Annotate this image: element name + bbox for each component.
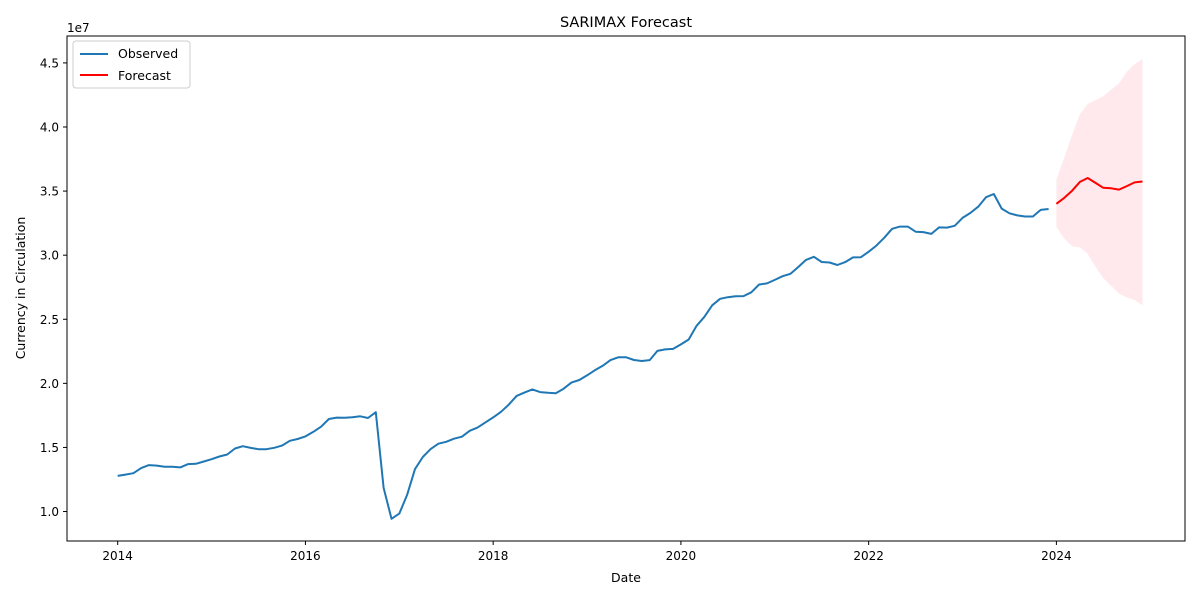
y-axis-ticks: 1.0 1.5 2.0 2.5 3.0 3.5 4.0 4.5 (40, 56, 67, 519)
legend-box (72, 40, 191, 89)
y-axis-offset-label: 1e7 (67, 21, 90, 35)
x-tick-label: 2024 (1041, 549, 1072, 563)
y-tick-label: 2.5 (40, 313, 59, 327)
y-axis-label: Currency in Circulation (13, 217, 28, 360)
x-axis-ticks: 2014 2016 2018 2020 2022 2024 (102, 541, 1072, 563)
legend: Observed Forecast (72, 40, 191, 89)
observed-line (117, 193, 1049, 520)
plot-frame (66, 35, 1186, 542)
forecast-confidence-band (1056, 59, 1143, 306)
y-tick-label: 4.0 (40, 121, 59, 135)
y-tick-label: 3.5 (40, 185, 59, 199)
forecast-line (1055, 177, 1143, 205)
x-tick-label: 2016 (290, 549, 321, 563)
legend-forecast-label: Forecast (118, 68, 171, 83)
y-tick-label: 3.0 (40, 249, 59, 263)
confidence-band-layer (1056, 59, 1143, 306)
y-tick-label: 1.0 (40, 505, 59, 519)
chart-title: SARIMAX Forecast (560, 15, 692, 31)
legend-observed-label: Observed (118, 46, 178, 61)
y-tick-label: 1.5 (40, 441, 59, 455)
x-tick-label: 2020 (666, 549, 697, 563)
x-tick-label: 2018 (478, 549, 509, 563)
x-axis-label: Date (611, 570, 641, 585)
x-tick-label: 2014 (102, 549, 133, 563)
series-layer (117, 177, 1143, 520)
x-tick-label: 2022 (853, 549, 884, 563)
y-tick-label: 4.5 (40, 56, 59, 70)
y-tick-label: 2.0 (40, 377, 59, 391)
